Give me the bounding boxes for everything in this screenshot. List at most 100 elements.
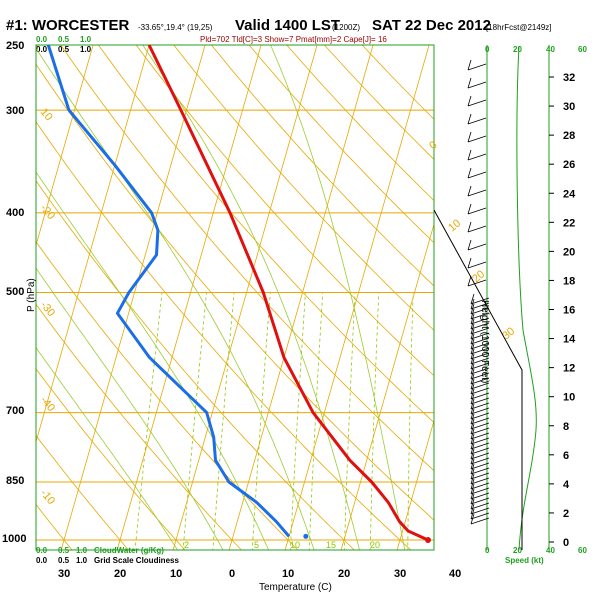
wind-barb-flag [467,275,472,287]
temperature-profile [147,44,429,542]
dry-adiabat-label-4: -10 [38,487,57,507]
wind-barb-flag [470,483,475,495]
height-tick-4: 4 [563,479,570,491]
mixing-ratio-2 [182,292,207,550]
wind-barb [467,279,487,287]
height-tick-10: 10 [563,392,575,404]
wind-barb-flag [470,353,475,365]
wind-barb-flag [467,239,472,251]
isotherm-label-5: 30 [500,325,517,342]
wind-barb-flag [467,221,472,233]
wind-barb [470,347,490,355]
speed-tick-20: 20 [513,546,522,555]
wind-barb [470,512,490,520]
p-tick-250: 250 [6,40,24,52]
dry-adiabat-10 [36,241,299,550]
dewpoint-profile [46,44,291,538]
wind-barb-flag [467,185,472,197]
isotherm--50 [36,45,94,247]
wind-barb-flag [467,257,472,269]
wind-barb-flag [470,488,475,500]
height-tick-2: 2 [563,508,569,520]
wind-barb [470,462,490,470]
wind-barb [470,417,490,425]
isotherm-label-1: 10 [38,106,55,123]
wind-barb [467,225,487,233]
wind-barb [470,362,490,370]
speed-tick-40: 40 [546,546,555,555]
wind-barb-flag [470,388,475,400]
cloudiness-label: Grid Scale Cloudiness [94,556,179,565]
moist-adiabat-16 [36,47,315,550]
cloud-water-legend: 0.0 0.5 1.0 CloudWater (g/Kg) 0.0 0.5 1.… [36,546,179,565]
wind-barb [470,432,490,440]
wind-barb [470,357,490,365]
p-tick-400: 400 [6,207,24,219]
valid-date: SAT 22 Dec 2012 [372,17,491,34]
dry-adiabat-60 [97,45,434,424]
top-cloudiness-tick-0: 0.0 [36,45,48,54]
wind-barb-flag [470,308,475,320]
wind-barb-flag [470,403,475,415]
cloud-water-tick-1: 0.5 [58,546,70,555]
wind-barb [470,427,490,435]
wind-barb [467,207,487,215]
isotherm--20 [116,45,262,550]
wind-barb-flag [470,398,475,410]
temperature-axis: 30 20 10 0 10 20 30 40 Temperature (C) [58,568,461,593]
wind-barb-flag [470,413,475,425]
wind-barb-flag [470,323,475,335]
pressure-axis-label: P (hPa) [26,278,37,312]
dry-adiabat-70 [135,45,434,377]
wind-barb-flag [470,363,475,375]
wind-barb-flag [470,383,475,395]
wind-barb [467,81,487,89]
dry-adiabat-90 [210,45,434,287]
wind-barb [470,492,490,500]
cloudiness-tick-2: 1.0 [76,556,88,565]
wind-barb-flag [470,343,475,355]
p-tick-850: 850 [6,475,24,487]
t-tick-30: 30 [394,568,406,580]
wind-barb [470,317,490,325]
cloudiness-tick-0: 0.0 [36,556,48,565]
station-title: #1: WORCESTER [6,17,130,34]
wind-barb-flag [470,513,475,525]
t-tick-m30: 30 [58,568,70,580]
height-tick-14: 14 [563,334,576,346]
dry-adiabat-50 [60,45,434,472]
mixing-label-5: 5 [254,540,259,550]
wind-barb [470,337,490,345]
mixing-ratio-20 [369,292,380,550]
height-tick-32: 32 [563,72,575,84]
dry-adiabat--30 [36,503,73,550]
wind-barb-flag [470,298,475,310]
dry-adiabat--10 [36,368,186,550]
top-speed-tick-3: 60 [578,45,587,54]
wind-barb [470,382,490,390]
wind-barb-flag [467,113,472,125]
wind-speed-profile [516,45,537,551]
height-tick-16: 16 [563,305,575,317]
terrain-line [433,209,523,550]
wind-barb-flag [470,378,475,390]
cloudiness-tick-1: 0.5 [58,556,70,565]
cloud-water-tick-2: 1.0 [76,546,88,555]
wind-barb [470,387,490,395]
isotherm-0 [228,45,374,550]
station-coords: -33.65°,19.4° (19,25) [138,23,213,32]
dry-adiabat-80 [173,45,434,331]
top-cloud-tick-2: 1.0 [80,35,92,44]
wind-barb [470,332,490,340]
height-tick-0: 0 [563,537,569,549]
wind-barb [470,507,490,515]
height-tick-6: 6 [563,450,569,462]
wind-barb-flag [470,503,475,515]
wind-barb-flag [470,443,475,455]
dry-adiabat--20 [36,434,130,550]
wind-barb-flag [470,303,475,315]
wind-barb [470,392,490,400]
wind-barb-flag [470,293,475,305]
wind-barb-flag [470,318,475,330]
